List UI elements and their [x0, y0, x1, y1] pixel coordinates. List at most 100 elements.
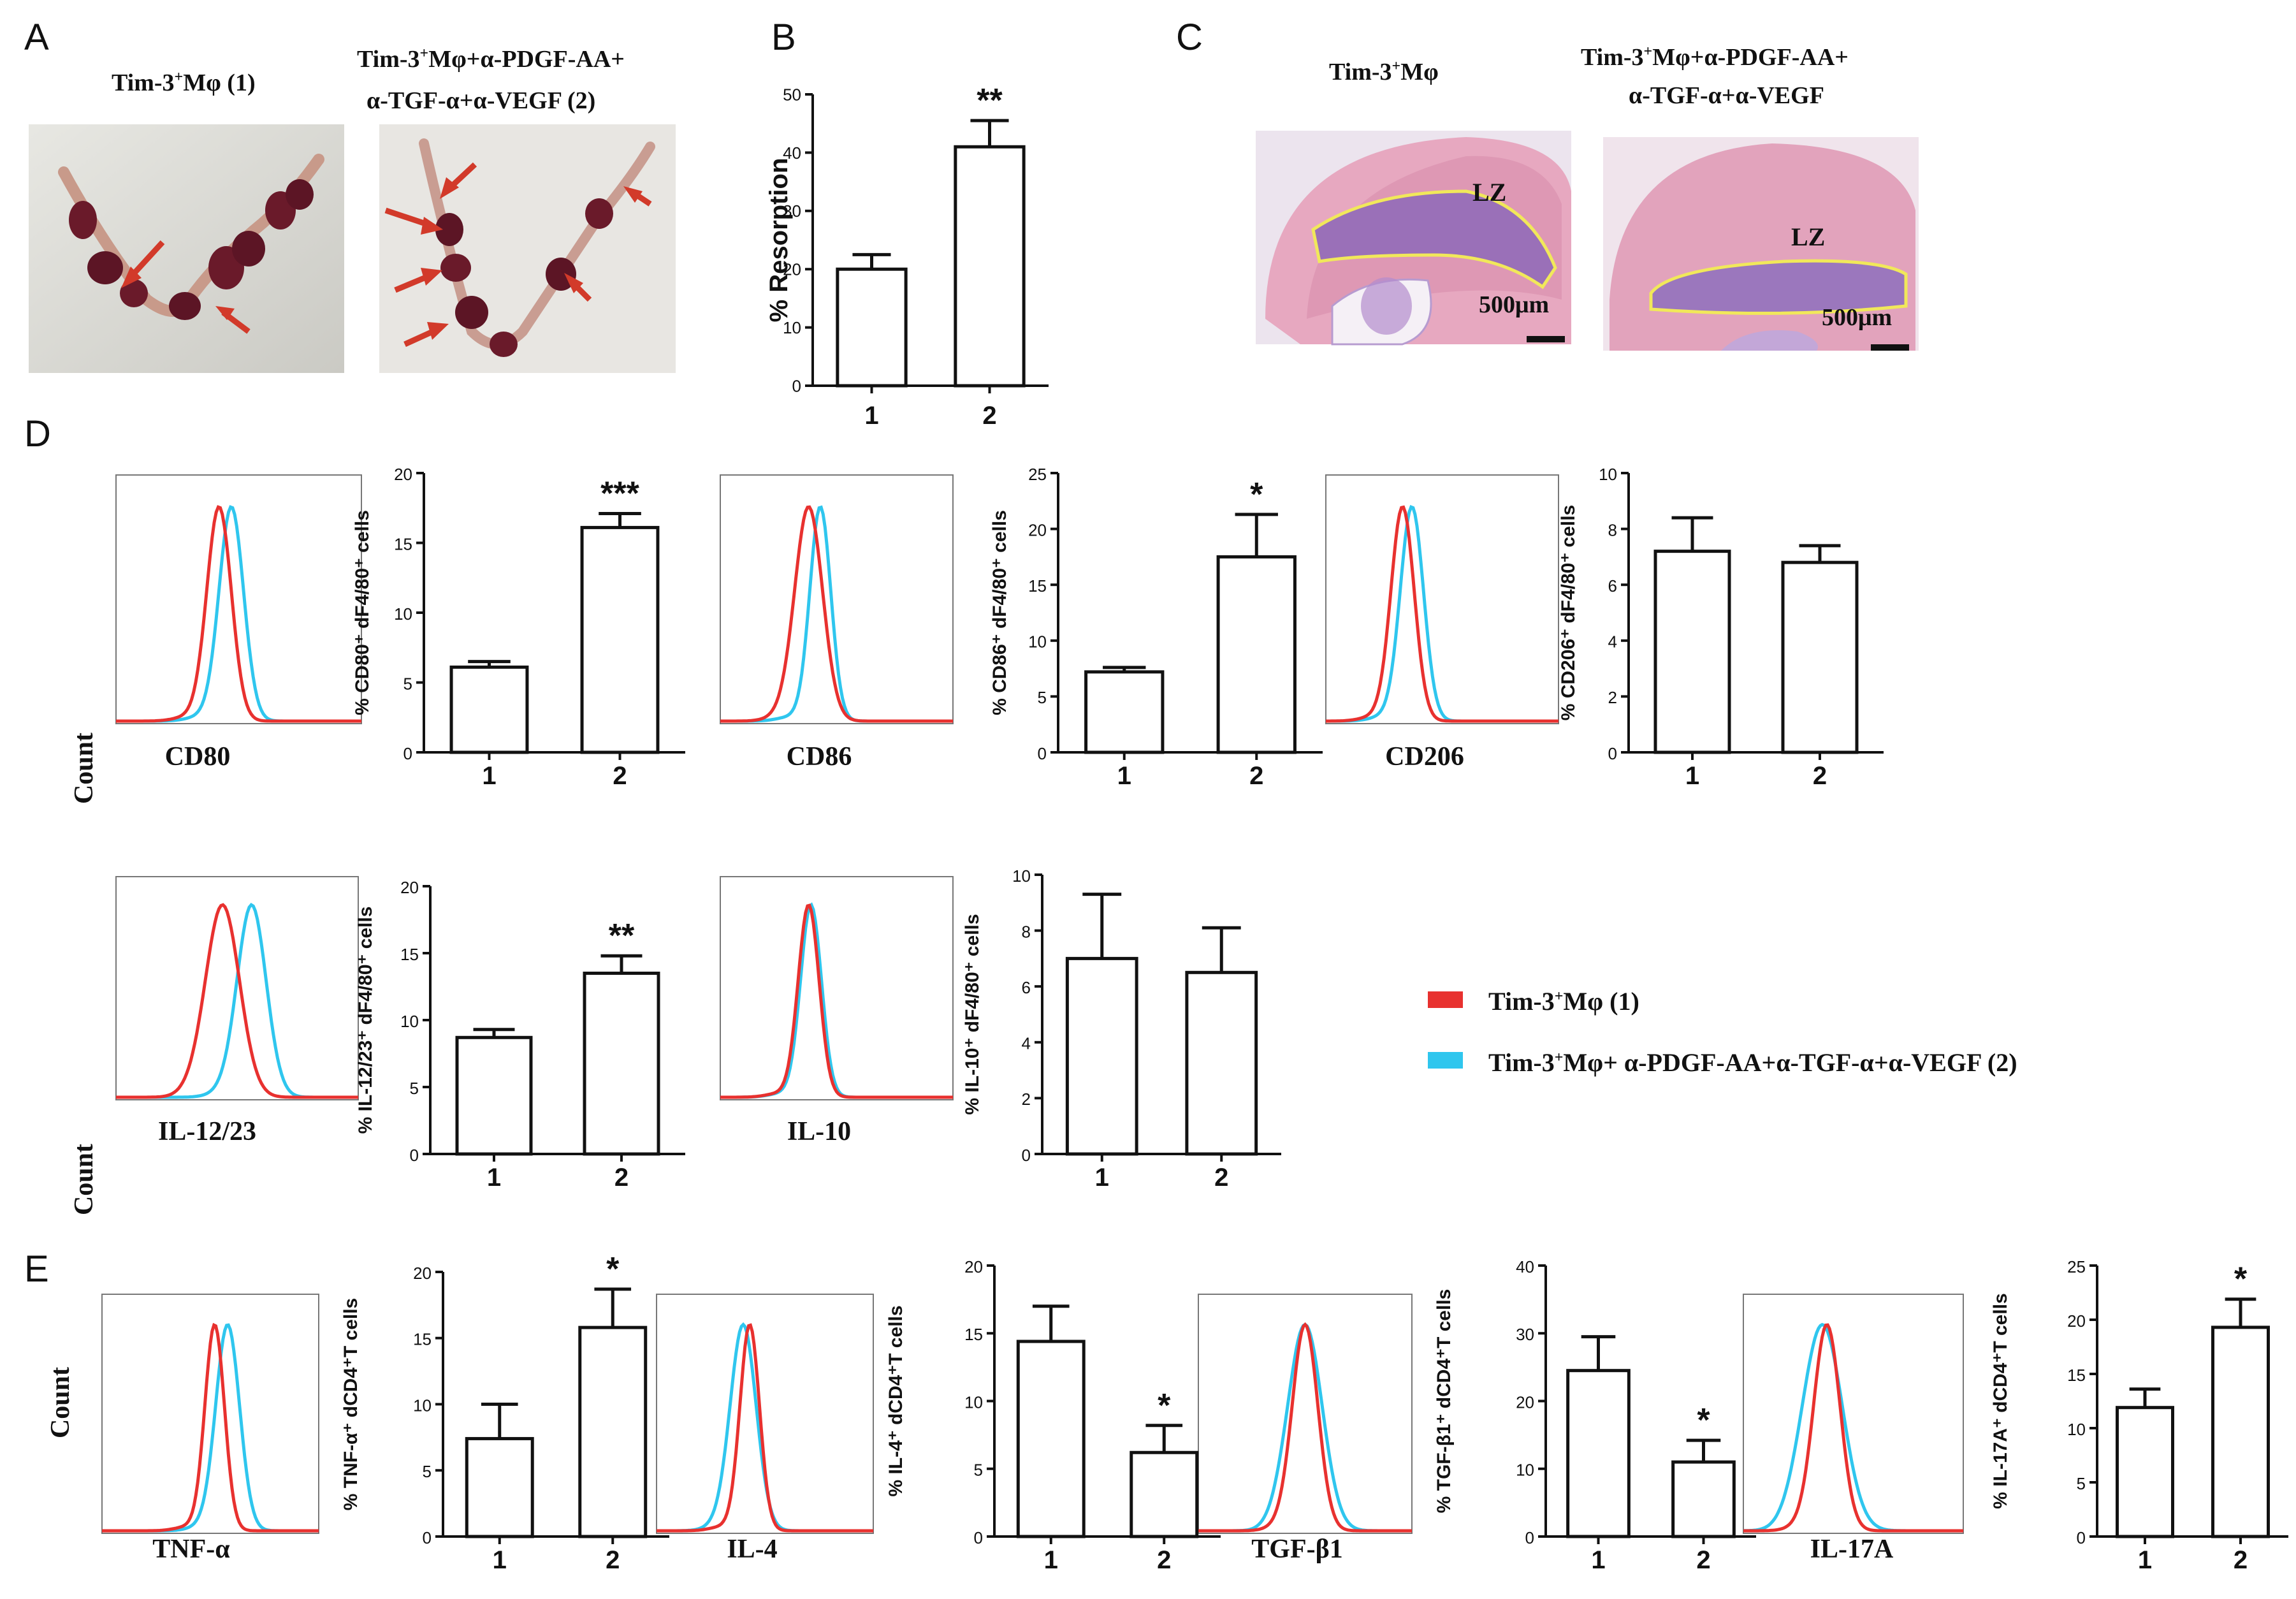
panel-c-title-2-line2: α-TGF-α+α-VEGF — [1629, 82, 1824, 109]
y-tick-label: 40 — [1516, 1257, 1534, 1276]
label-tnf: TNF-α — [152, 1535, 230, 1564]
y-tick-label: 10 — [400, 1012, 419, 1031]
y-tick-label: 0 — [403, 744, 412, 763]
y-tick-label: 0 — [410, 1146, 419, 1165]
bar — [2116, 1406, 2174, 1538]
bar — [1781, 560, 1859, 754]
significance-marker: * — [1158, 1387, 1171, 1424]
bar — [465, 1436, 534, 1538]
y-tick-label: 0 — [1022, 1146, 1031, 1165]
bar — [1065, 956, 1138, 1156]
y-tick-label: 10 — [1012, 866, 1031, 886]
x-tick-label: 2 — [2234, 1546, 2248, 1574]
label-tgf: TGF-β1 — [1251, 1535, 1342, 1564]
y-tick-label: 20 — [964, 1257, 983, 1276]
histogram-tgf — [1198, 1294, 1413, 1534]
y-tick-label: 15 — [964, 1325, 983, 1344]
y-axis-label: % IL-17A⁺ dCD4⁺T cells — [1990, 1293, 2011, 1508]
y-tick-label: 20 — [413, 1264, 432, 1283]
y-axis-label: % TGF-β1⁺ dCD4⁺T cells — [1434, 1289, 1455, 1514]
significance-marker: ** — [609, 917, 635, 954]
y-tick-label: 10 — [1516, 1461, 1534, 1480]
bar — [583, 972, 660, 1156]
x-tick-label: 2 — [1249, 762, 1263, 790]
y-tick-label: 20 — [1028, 520, 1047, 539]
y-tick-label: 5 — [2077, 1474, 2086, 1493]
legend: Tim-3+Mφ (1) Tim-3+Mφ+ α-PDGF-AA+α-TGF-α… — [1428, 987, 2017, 1077]
chart-d-il1223: 0 5 10 15 20 % IL-12/23⁺ dF4/80⁺ cells 1 2 ** — [355, 878, 685, 1192]
x-tick-label: 2 — [614, 1164, 628, 1192]
y-tick-label: 6 — [1608, 576, 1617, 595]
legend-swatch-2 — [1428, 1052, 1463, 1069]
chart-e-il4: 0 5 10 15 20 % IL-4⁺ dCD4⁺T cells 1 2 * — [885, 1257, 1221, 1574]
x-tick-label: 1 — [493, 1546, 507, 1574]
histogram-frame — [720, 474, 954, 724]
legend-label-1: Tim-3+Mφ (1) — [1488, 987, 1639, 1016]
y-tick-label: 20 — [1516, 1392, 1534, 1412]
histogram-frame — [115, 474, 362, 724]
chart-b-resorption: 0 10 20 30 40 50 % Resorption 1 2 ** — [765, 82, 1049, 430]
y-axis-label: % IL-12/23⁺ dF4/80⁺ cells — [355, 907, 376, 1134]
significance-marker: * — [2234, 1261, 2248, 1298]
bar — [1566, 1369, 1631, 1538]
histology-image-2: LZ 500μm — [1603, 137, 1919, 351]
y-axis-label: % CD86⁺ dF4/80⁺ cells — [989, 510, 1010, 715]
y-tick-label: 30 — [783, 201, 801, 221]
y-tick-label: 10 — [964, 1392, 983, 1412]
bar — [1185, 970, 1258, 1156]
y-tick-label: 20 — [394, 465, 412, 484]
label-cd206: CD206 — [1385, 742, 1464, 771]
y-tick-label: 2 — [1608, 688, 1617, 707]
x-tick-label: 1 — [487, 1164, 501, 1192]
label-il10: IL-10 — [787, 1117, 851, 1146]
panel-a-label-2-line2: α-TGF-α+α-VEGF (2) — [367, 87, 595, 114]
significance-marker: * — [606, 1251, 620, 1288]
x-tick-label: 1 — [864, 402, 878, 430]
panel-e-letter: E — [24, 1248, 49, 1290]
histogram-curve-group-1 — [720, 505, 953, 723]
bar — [836, 267, 908, 388]
y-tick-label: 30 — [1516, 1325, 1534, 1344]
histology-2-scale-label: 500μm — [1822, 304, 1892, 331]
y-tick-label: 4 — [1022, 1034, 1031, 1053]
histogram-curve-group-1 — [1198, 1322, 1412, 1533]
histogram-frame — [101, 1294, 319, 1534]
y-tick-label: 25 — [1028, 465, 1047, 484]
y-tick-label: 10 — [783, 318, 801, 337]
y-tick-label: 10 — [2067, 1420, 2086, 1439]
y-tick-label: 10 — [394, 604, 412, 624]
histogram-frame — [1198, 1294, 1413, 1534]
x-tick-label: 2 — [1214, 1164, 1228, 1192]
count-label-e: Count — [46, 1367, 75, 1438]
bar — [954, 145, 1026, 388]
label-il17: IL-17A — [1810, 1535, 1894, 1564]
histology-1-lz-label: LZ — [1472, 178, 1506, 207]
y-tick-label: 0 — [1038, 744, 1047, 763]
x-tick-label: 1 — [482, 762, 496, 790]
x-tick-label: 2 — [1157, 1546, 1171, 1574]
panel-c-letter: C — [1176, 17, 1203, 58]
y-tick-label: 0 — [792, 376, 801, 395]
histogram-il17 — [1743, 1294, 1964, 1534]
y-tick-label: 40 — [783, 143, 801, 163]
y-tick-label: 5 — [1038, 688, 1047, 707]
panel-c-title-1: Tim-3+Mφ — [1329, 58, 1439, 85]
histogram-cd80 — [115, 474, 362, 724]
histogram-il1223 — [115, 876, 359, 1100]
x-tick-label: 1 — [1095, 1164, 1109, 1192]
y-tick-label: 2 — [1022, 1090, 1031, 1109]
significance-marker: ** — [977, 82, 1003, 119]
histogram-cd206 — [1325, 474, 1559, 724]
significance-marker: *** — [600, 476, 639, 513]
histogram-curve-group-1 — [1743, 1323, 1963, 1533]
y-tick-label: 6 — [1022, 978, 1031, 997]
uterus-photo-1 — [29, 124, 344, 373]
x-tick-label: 1 — [1117, 762, 1131, 790]
y-tick-label: 10 — [413, 1396, 432, 1415]
bar — [1084, 670, 1165, 754]
y-tick-label: 5 — [403, 674, 412, 693]
panel-b-letter: B — [771, 17, 796, 58]
histogram-curve-group-1 — [116, 505, 361, 723]
bar — [455, 1035, 533, 1156]
y-tick-label: 8 — [1022, 922, 1031, 941]
